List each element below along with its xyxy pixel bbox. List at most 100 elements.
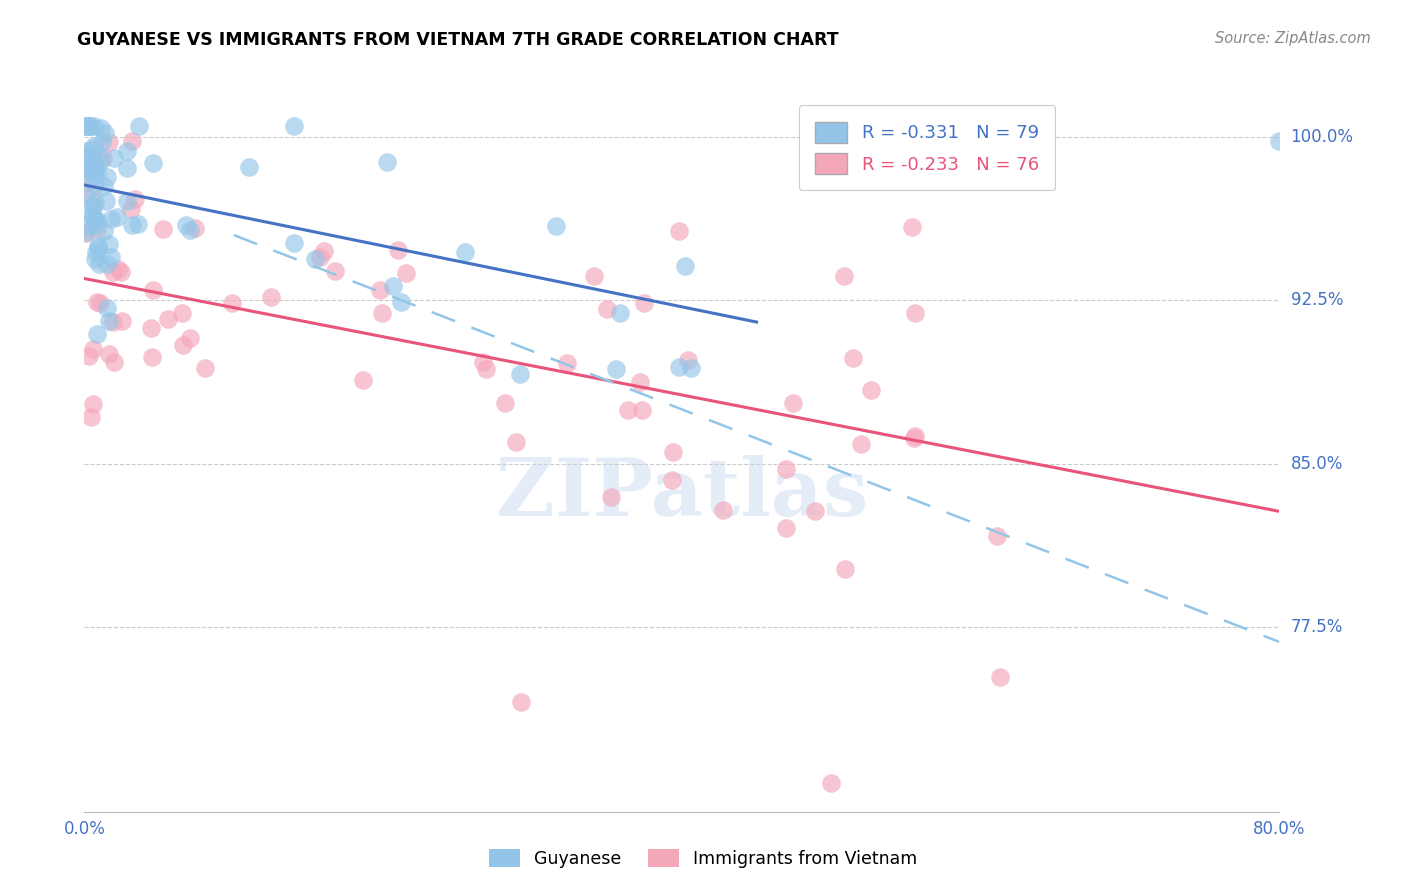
Point [509,367,531,381]
Point [555,356,578,370]
Point [93,126,115,140]
Point [75,167,97,181]
Point [96,301,118,315]
Point [172,337,194,351]
Point [775,462,797,476]
Point [86,294,108,309]
Text: 85.0%: 85.0% [1291,455,1343,473]
Point [77,350,100,364]
Text: ZIPatlas: ZIPatlas [496,455,868,533]
Point [90,121,112,136]
Point [631,403,654,417]
Point [605,362,627,376]
Point [111,314,134,328]
Point [89,296,111,310]
Point [80,164,103,178]
Point [782,396,804,410]
Point [124,193,146,207]
Point [98,313,121,327]
Point [633,296,655,310]
Point [76,147,98,161]
Point [117,194,139,208]
Point [77,119,100,133]
Point [170,306,193,320]
Point [91,151,114,165]
Point [194,361,217,376]
Point [121,219,143,233]
Point [174,218,197,232]
Point [832,269,855,284]
Point [142,283,165,297]
Point [775,521,797,535]
Point [84,194,107,209]
Point [84,244,107,259]
Point [80,190,103,204]
Point [494,395,516,409]
Point [94,194,117,209]
Point [86,327,108,342]
Point [668,359,690,374]
Point [804,503,827,517]
Point [221,296,243,310]
Point [75,119,97,133]
Point [582,268,605,283]
Point [849,437,872,451]
Point [617,403,640,417]
Point [86,214,108,228]
Point [100,211,122,226]
Point [371,306,394,320]
Point [117,144,139,158]
Point [87,146,110,161]
Point [100,250,122,264]
Point [83,119,105,133]
Point [662,445,685,459]
Point [713,502,735,516]
Point [77,219,100,233]
Point [83,139,105,153]
Point [283,236,305,251]
Legend: R = -0.331   N = 79, R = -0.233   N = 76: R = -0.331 N = 79, R = -0.233 N = 76 [799,105,1056,191]
Point [389,294,412,309]
Point [509,695,531,709]
Point [86,241,108,255]
Point [238,160,260,174]
Point [259,290,281,304]
Point [381,278,404,293]
Point [79,119,101,133]
Point [988,670,1011,684]
Point [82,343,104,357]
Point [596,301,619,316]
Point [676,353,699,368]
Point [179,331,201,345]
Point [183,220,205,235]
Point [77,119,100,133]
Point [628,375,651,389]
Point [75,119,97,133]
Point [101,315,124,329]
Point [986,529,1008,543]
Point [679,361,702,376]
Text: 77.5%: 77.5% [1291,618,1343,636]
Point [82,397,104,411]
Point [141,321,163,335]
Point [834,562,856,576]
Point [75,226,97,240]
Point [609,306,631,320]
Point [860,383,883,397]
Point [101,265,124,279]
Point [75,144,97,158]
Point [82,199,104,213]
Point [82,142,104,156]
Point [115,161,138,175]
Point [105,211,128,225]
Text: GUYANESE VS IMMIGRANTS FROM VIETNAM 7TH GRADE CORRELATION CHART: GUYANESE VS IMMIGRANTS FROM VIETNAM 7TH … [77,31,839,49]
Point [84,155,107,169]
Point [107,262,129,277]
Point [93,178,115,193]
Point [121,134,143,148]
Point [75,225,97,239]
Point [86,238,108,252]
Point [308,250,330,264]
Legend: Guyanese, Immigrants from Vietnam: Guyanese, Immigrants from Vietnam [481,840,925,876]
Point [98,135,121,149]
